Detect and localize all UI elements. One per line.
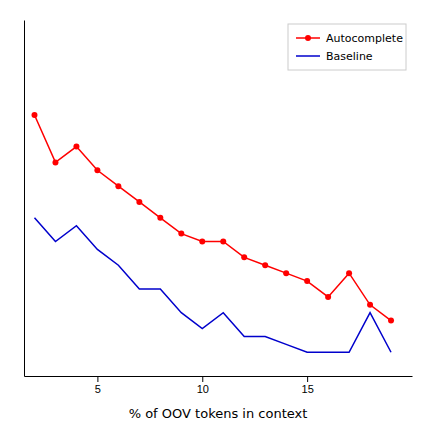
x-axis: 5 10 15 bbox=[25, 376, 413, 395]
point bbox=[388, 318, 394, 324]
point bbox=[367, 302, 373, 308]
point bbox=[346, 270, 352, 276]
point bbox=[283, 270, 289, 276]
x-tick-mark bbox=[97, 376, 98, 382]
point bbox=[241, 254, 247, 260]
point bbox=[220, 239, 226, 245]
x-axis-title: % of OOV tokens in context bbox=[129, 406, 308, 421]
point bbox=[94, 167, 100, 173]
x-tick: 15 bbox=[302, 376, 314, 395]
legend-label: Autocomplete bbox=[326, 32, 403, 45]
chart: 5 10 15 Autocomplete Baseline % of OOV tokens… bbox=[0, 0, 432, 432]
point bbox=[262, 262, 268, 268]
point bbox=[52, 159, 58, 165]
point bbox=[304, 278, 310, 284]
line bbox=[34, 218, 391, 352]
legend: Autocomplete Baseline bbox=[288, 24, 406, 70]
x-tick: 5 bbox=[95, 376, 101, 395]
legend-label: Baseline bbox=[326, 50, 373, 63]
legend-marker bbox=[305, 35, 311, 41]
series-group bbox=[31, 112, 394, 352]
point bbox=[199, 239, 205, 245]
legend-frame bbox=[288, 24, 406, 70]
y-axis bbox=[24, 21, 25, 377]
x-tick-mark bbox=[202, 376, 203, 382]
x-tick-label: 5 bbox=[95, 383, 101, 395]
legend-swatch bbox=[296, 55, 320, 57]
legend-item: Autocomplete bbox=[296, 32, 403, 45]
x-tick-label: 10 bbox=[197, 383, 209, 395]
point bbox=[73, 144, 79, 150]
y-axis-line bbox=[24, 21, 25, 377]
x-axis-line bbox=[25, 376, 413, 377]
x-tick: 10 bbox=[197, 376, 209, 395]
point bbox=[115, 183, 121, 189]
x-tick-mark bbox=[307, 376, 308, 382]
x-tick-label: 15 bbox=[302, 383, 314, 395]
line bbox=[34, 115, 391, 321]
plot: 5 10 15 Autocomplete Baseline bbox=[25, 21, 413, 395]
point bbox=[157, 215, 163, 221]
point bbox=[178, 231, 184, 237]
point bbox=[31, 112, 37, 118]
legend-item: Baseline bbox=[296, 50, 373, 63]
point bbox=[325, 294, 331, 300]
point bbox=[136, 199, 142, 205]
